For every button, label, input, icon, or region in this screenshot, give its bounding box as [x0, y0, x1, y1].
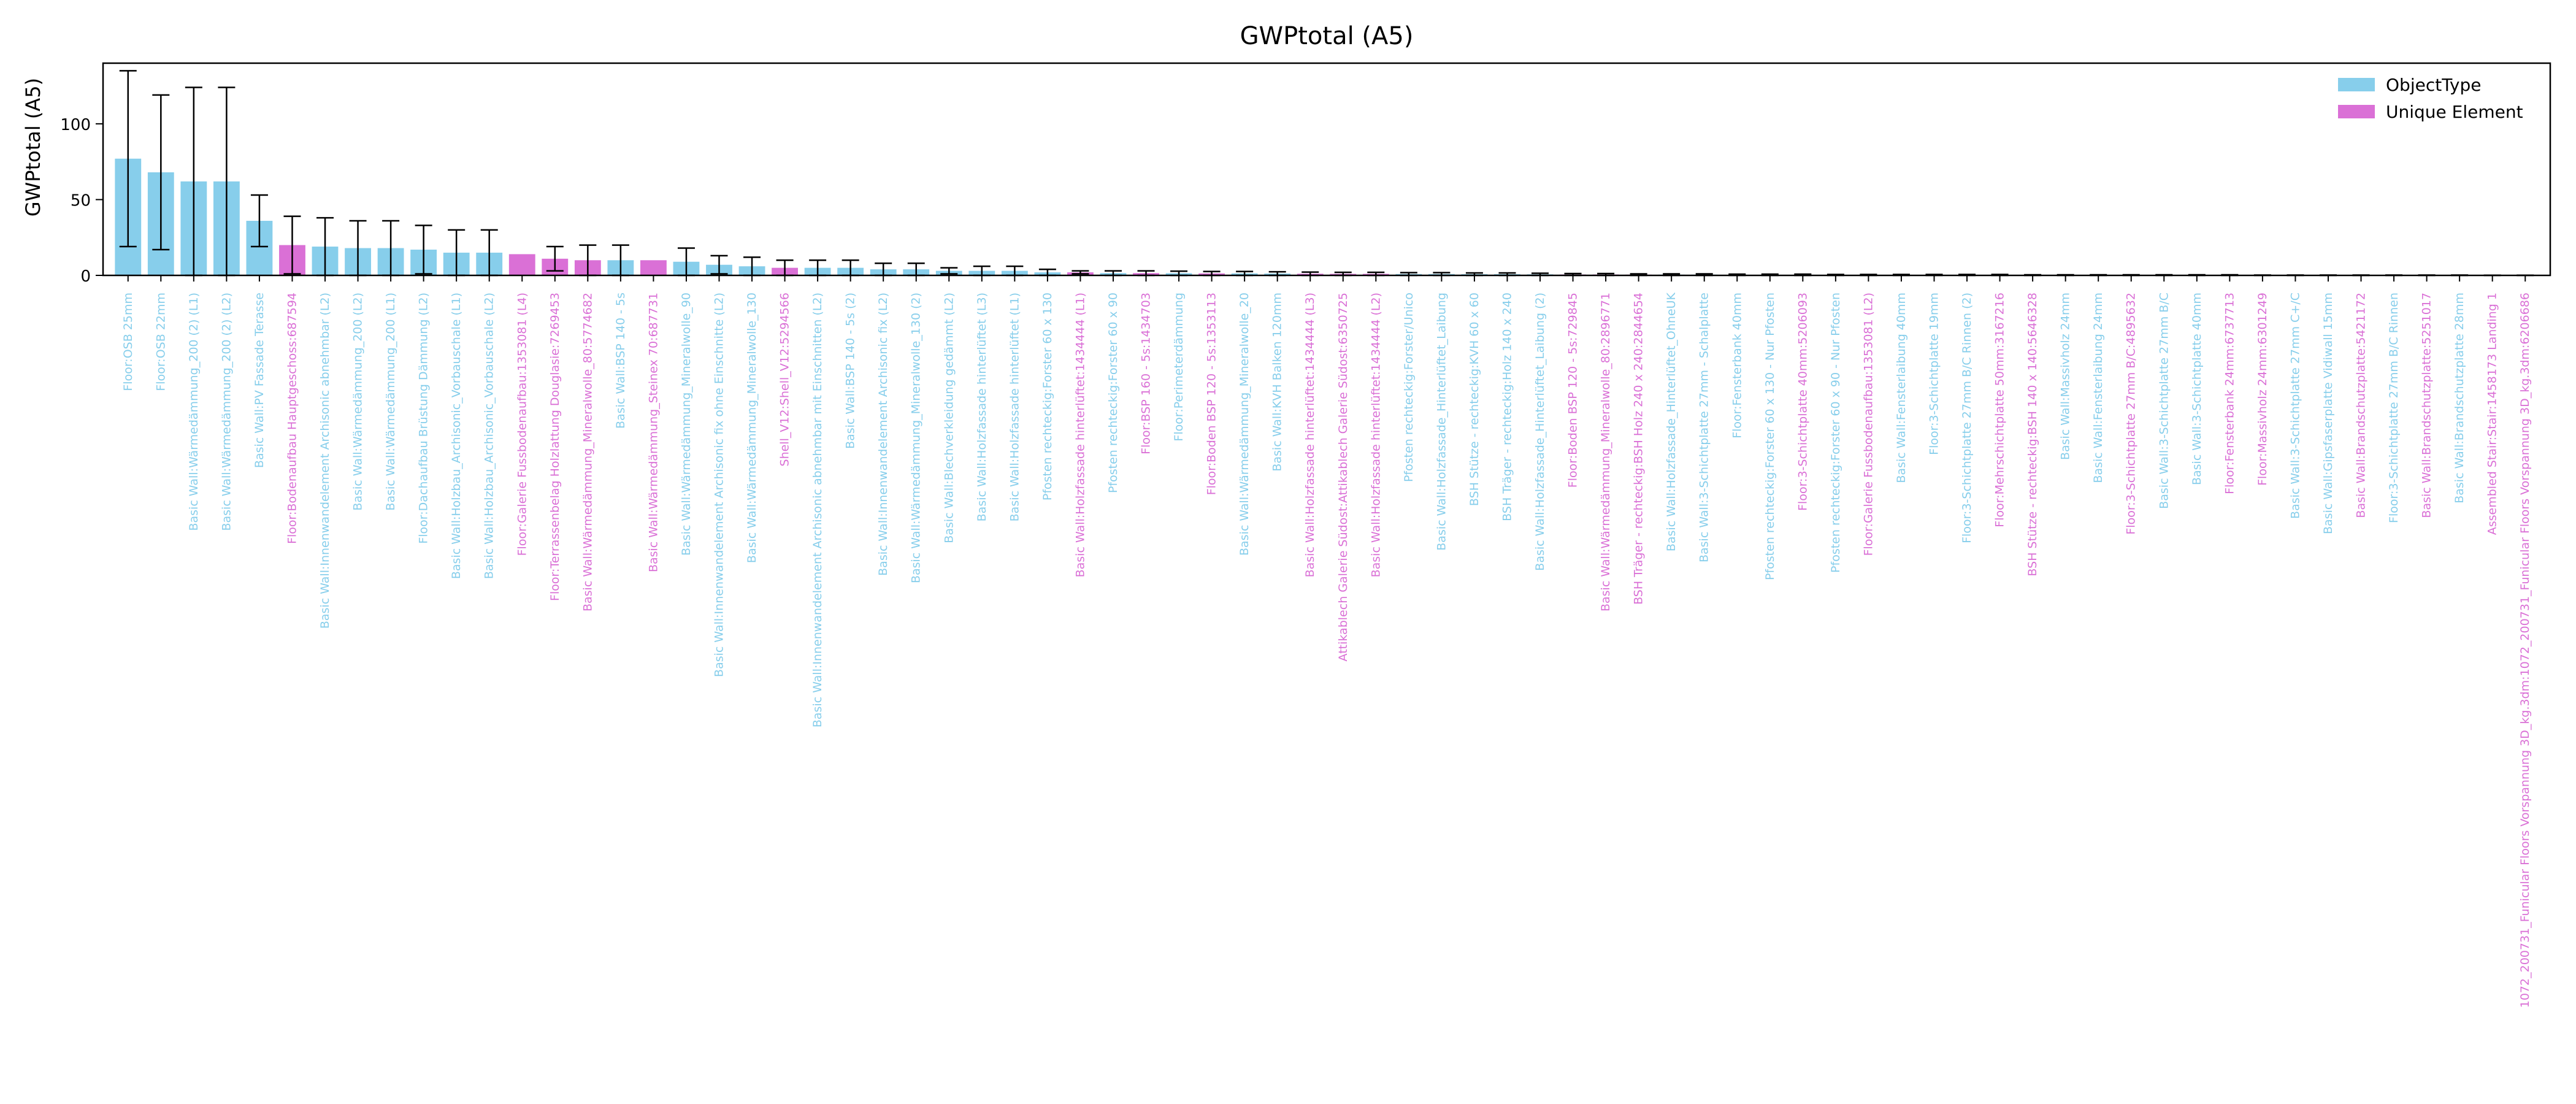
- x-tick-label: Basic Wall:Innenwandelement Archisonic f…: [713, 293, 726, 677]
- x-tick-label: Basic Wall:3-Schichtplatte 27mm B/C: [2157, 293, 2171, 509]
- x-tick-label: Basic Wall:Wärmedämmung_Mineralwolle_80:…: [1599, 293, 1612, 611]
- x-tick-label: Floor:3-Schichtplatte 19mm: [1928, 293, 1941, 455]
- x-tick-label: BSH Träger - rechteckig:BSH Holz 240 x 2…: [1632, 293, 1646, 605]
- x-tick-label: Floor:Dachaufbau Brüstung Dämmung (L2): [417, 293, 431, 544]
- x-tick-label: 1072_200731_Funicular Floors Vorspannung…: [2518, 293, 2532, 1008]
- x-tick-label: Basic Wall:Innenwandelement Archisonic a…: [811, 293, 824, 727]
- x-tick-label: Floor:3-Schichtplatte 27mm B/C Rinnen (2…: [1960, 293, 1974, 543]
- x-tick-label: Basic Wall:Wärmedämmung_200 (L2): [351, 293, 365, 511]
- chart-title: GWPtotal (A5): [1240, 22, 1414, 50]
- x-tick-label: Floor:Fensterbank 24mm:6737713: [2223, 293, 2236, 494]
- x-tick-label: Floor:3-Schichtplatte 27mm B/C:4895632: [2125, 293, 2138, 535]
- legend-swatch-objecttype: [2338, 78, 2375, 91]
- x-tick-label: Basic Wall:Brandschutzplatte:5421172: [2355, 293, 2368, 518]
- x-tick-label: Basic Wall:3-Schichtplatte 27mm C+/C: [2288, 293, 2302, 519]
- x-tick-label: Basic Wall:Wärmedämmung_Mineralwolle_90: [680, 293, 693, 556]
- legend-label-objecttype: ObjectType: [2386, 75, 2482, 95]
- x-tick-label: Basic Wall:Innenwandelement Archisonic a…: [318, 293, 332, 629]
- x-tick-label: Attikablech Galerie Südost:Attikablech G…: [1336, 293, 1350, 661]
- legend: ObjectType Unique Element: [2338, 75, 2523, 122]
- y-tick-label: 100: [60, 116, 91, 134]
- x-tick-label: Basic Wall:KVH Balken 120mm: [1271, 293, 1284, 472]
- x-tick-labels: Floor:OSB 25mm Floor:OSB 22mm Basic Wall:W…: [121, 275, 2532, 1008]
- x-tick-label: Basic Wall:Blechverkleidung gedämmt (L2): [942, 293, 956, 543]
- y-tick-label: 50: [71, 191, 91, 210]
- x-tick-label: BSH Träger - rechteckig:Holz 140 x 240: [1500, 293, 1514, 521]
- x-tick-label: Basic Wall:Massivholz 24mm: [2059, 293, 2072, 460]
- x-tick-label: Basic Wall:Wärmedämmung_Mineralwolle_20: [1238, 293, 1251, 556]
- x-tick-label: Basic Wall:PV Fassade Terasse: [253, 293, 266, 468]
- x-tick-label: Pfosten rechteckig:Forster 60 x 130 - Nu…: [1763, 293, 1777, 580]
- x-tick-label: Floor:3-Schichtplatte 40mm:5206093: [1796, 293, 1809, 511]
- x-tick-label: Floor:OSB 22mm: [154, 293, 167, 391]
- x-tick-label: Floor:Massivholz 24mm:6301249: [2256, 293, 2269, 486]
- x-tick-label: Basic Wall:Holzbau_Archisonic_Vorbauscha…: [483, 293, 496, 579]
- x-tick-label: Basic Wall:Fensterlaibung 40mm: [1895, 293, 1908, 483]
- x-tick-label: Basic Wall:Brandschutzplatte 28mm: [2453, 293, 2466, 504]
- x-tick-label: Basic Wall:BSP 140 - 5s (2): [844, 293, 857, 449]
- x-tick-label: Basic Wall:3-Schichtplatte 27mm - Schalp…: [1698, 293, 1711, 562]
- x-tick-label: Basic Wall:Holzfassade hinterlüftet (L3): [975, 293, 989, 521]
- x-tick-label: Basic Wall:Wärmedämmung_Mineralwolle_80:…: [581, 293, 594, 611]
- x-tick-label: Basic Wall:Wärmedämmung_Mineralwolle_130: [745, 293, 759, 563]
- x-tick-label: Floor:Perimeterdämmung: [1172, 293, 1186, 442]
- x-tick-label: Floor:Fensterbank 40mm: [1730, 293, 1744, 439]
- x-tick-label: Pfosten rechteckig:Forster/Unico: [1402, 293, 1416, 482]
- x-tick-label: Basic Wall:Holzfassade hinterlüftet:1434…: [1073, 293, 1087, 577]
- x-tick-label: Pfosten rechteckig:Forster 60 x 90: [1106, 293, 1120, 493]
- x-tick-label: Floor:Boden BSP 120 - 5s:729845: [1566, 293, 1580, 488]
- legend-swatch-unique-element: [2338, 105, 2375, 118]
- x-tick-label: BSH Stütze - rechteckig:KVH 60 x 60: [1468, 293, 1481, 506]
- x-tick-label: Floor:OSB 25mm: [121, 293, 135, 391]
- x-tick-label: Basic Wall:Wärmedämmung_Mineralwolle_130…: [910, 293, 923, 583]
- x-tick-label: Shell_V12:Shell_V12:5294566: [778, 293, 792, 466]
- x-tick-label: Floor:Galerie Fussbodenaufbau:1353081 (L…: [515, 293, 529, 556]
- y-axis: 0 50 100: [60, 116, 103, 286]
- x-tick-label: Basic Wall:Holzfassade_Hinterlüftet_Laib…: [1435, 293, 1448, 551]
- x-tick-label: Basic Wall:BSP 140 - 5s: [614, 293, 627, 429]
- x-tick-label: Basic Wall:Wärmedämmung_200 (L1): [384, 293, 397, 511]
- x-tick-label: BSH Stütze - rechteckig:BSH 140 x 140:56…: [2026, 293, 2039, 577]
- x-tick-label: Floor:Boden BSP 120 - 5s:1353113: [1205, 293, 1219, 495]
- x-tick-label: Pfosten rechteckig:Forster 60 x 90 - Nur…: [1829, 293, 1842, 573]
- legend-label-unique-element: Unique Element: [2386, 102, 2523, 122]
- y-tick-label: 0: [80, 267, 91, 286]
- x-tick-label: Basic Wall:Wärmedämmung_200 (2) (L1): [187, 293, 201, 531]
- x-tick-label: Basic Wall:Holzfassade_Hinterlüftet_Laib…: [1533, 293, 1547, 571]
- plot-frame: [102, 62, 2551, 277]
- x-tick-label: Basic Wall:Brandschutzplatte:5251017: [2420, 293, 2434, 518]
- x-tick-label: Floor:Mehrschichtplatte 50mm:3167216: [1993, 293, 2007, 527]
- x-tick-label: Basic Wall:Wärmedämmung_200 (2) (L2): [220, 293, 233, 531]
- x-tick-label: Basic Wall:Holzbau_Archisonic_Vorbauscha…: [450, 293, 463, 579]
- x-tick-label: Floor:Bodenaufbau Hauptgeschoss:687594: [285, 293, 299, 544]
- x-tick-label: Basic Wall:Holzfassade hinterlüftet:1434…: [1303, 293, 1317, 577]
- x-tick-label: Basic Wall:Wärmedämmung_Steinex 70:68773…: [646, 293, 660, 572]
- x-tick-label: Floor:3-Schichtplatte 27mm B/C Rinnen: [2387, 293, 2401, 523]
- x-tick-label: Basic Wall:Gipsfaserplatte Vidiwall 15mm: [2321, 293, 2335, 534]
- x-tick-label: Floor:Terrassenbelag Holzlattung Douglas…: [548, 293, 562, 601]
- x-tick-label: Basic Wall:Holzfassade hinterlüftet (L1): [1008, 293, 1021, 521]
- x-tick-label: Floor:Galerie Fussbodenaufbau:1353081 (L…: [1861, 293, 1875, 556]
- y-axis-label: GWPtotal (A5): [21, 78, 45, 217]
- x-tick-label: Basic Wall:Holzfassade_Hinterlüftet_Ohne…: [1665, 292, 1678, 551]
- x-tick-label: Assembled Stair:Stair:1458173 Landing 1: [2486, 293, 2499, 535]
- x-tick-label: Basic Wall:3-Schichtplatte 40mm: [2190, 293, 2204, 485]
- x-tick-label: Basic Wall:Holzfassade hinterlüftet:1434…: [1369, 293, 1382, 577]
- x-tick-label: Basic Wall:Fensterlaibung 24mm: [2091, 293, 2105, 483]
- x-tick-label: Basic Wall:Innenwandelement Archisonic f…: [876, 293, 890, 576]
- x-tick-label: Floor:BSP 160 - 5s:1434703: [1140, 293, 1153, 454]
- bar: [508, 254, 535, 275]
- x-tick-label: Pfosten rechteckig:Forster 60 x 130: [1041, 293, 1054, 500]
- bar: [640, 260, 667, 275]
